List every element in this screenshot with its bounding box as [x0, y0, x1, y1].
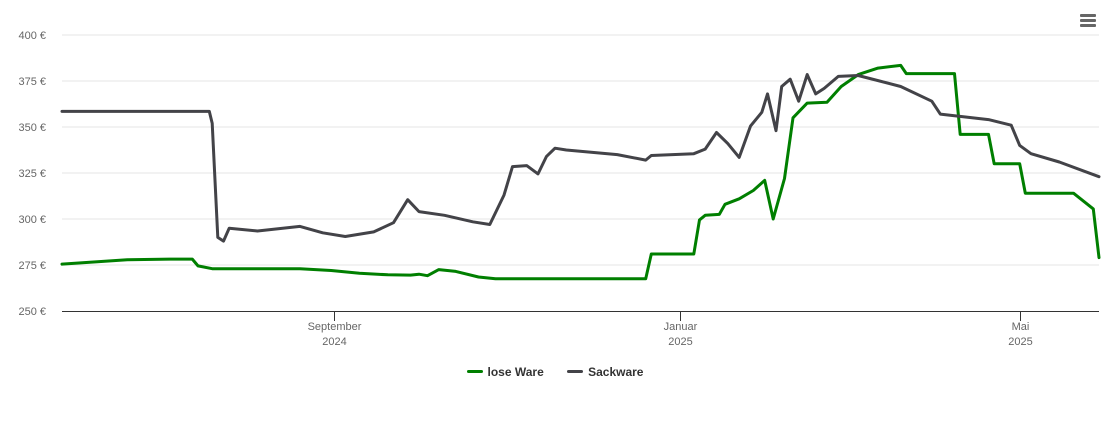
y-tick-label: 350 €: [18, 122, 46, 134]
x-tick-year: 2025: [1008, 336, 1032, 348]
grid-lines: [62, 34, 1099, 266]
x-axis: September 2024 Januar 2025 Mai 2025: [62, 311, 1099, 348]
x-tick-month: September: [308, 321, 362, 333]
legend-label: lose Ware: [487, 364, 544, 379]
y-tick-label: 275 €: [18, 260, 46, 272]
x-tick-year: 2024: [322, 336, 346, 348]
legend-item-sackware[interactable]: Sackware: [567, 365, 643, 379]
chart-menu-button[interactable]: [1077, 12, 1099, 32]
series-line-sackware[interactable]: [60, 73, 1101, 243]
y-tick-label: 400 €: [18, 30, 46, 42]
hamburger-menu-icon: [1080, 14, 1096, 17]
x-tick-month: Januar: [664, 321, 698, 333]
y-tick-label: 250 €: [18, 306, 46, 318]
y-axis: 250 € 275 € 300 € 325 € 350 € 375 € 400 €: [18, 30, 46, 318]
x-tick-month: Mai: [1012, 321, 1030, 333]
y-tick-label: 375 €: [18, 76, 46, 88]
legend-label: Sackware: [588, 364, 644, 379]
legend-swatch: [567, 370, 584, 373]
x-tick-year: 2025: [668, 336, 692, 348]
legend-swatch: [466, 370, 483, 373]
series-lines: [60, 63, 1101, 281]
legend: lose Ware Sackware: [0, 362, 1110, 379]
y-tick-label: 325 €: [18, 168, 46, 180]
y-tick-label: 300 €: [18, 214, 46, 226]
legend-item-lose-ware[interactable]: lose Ware: [466, 364, 544, 379]
series-line-lose-ware[interactable]: [60, 63, 1101, 281]
